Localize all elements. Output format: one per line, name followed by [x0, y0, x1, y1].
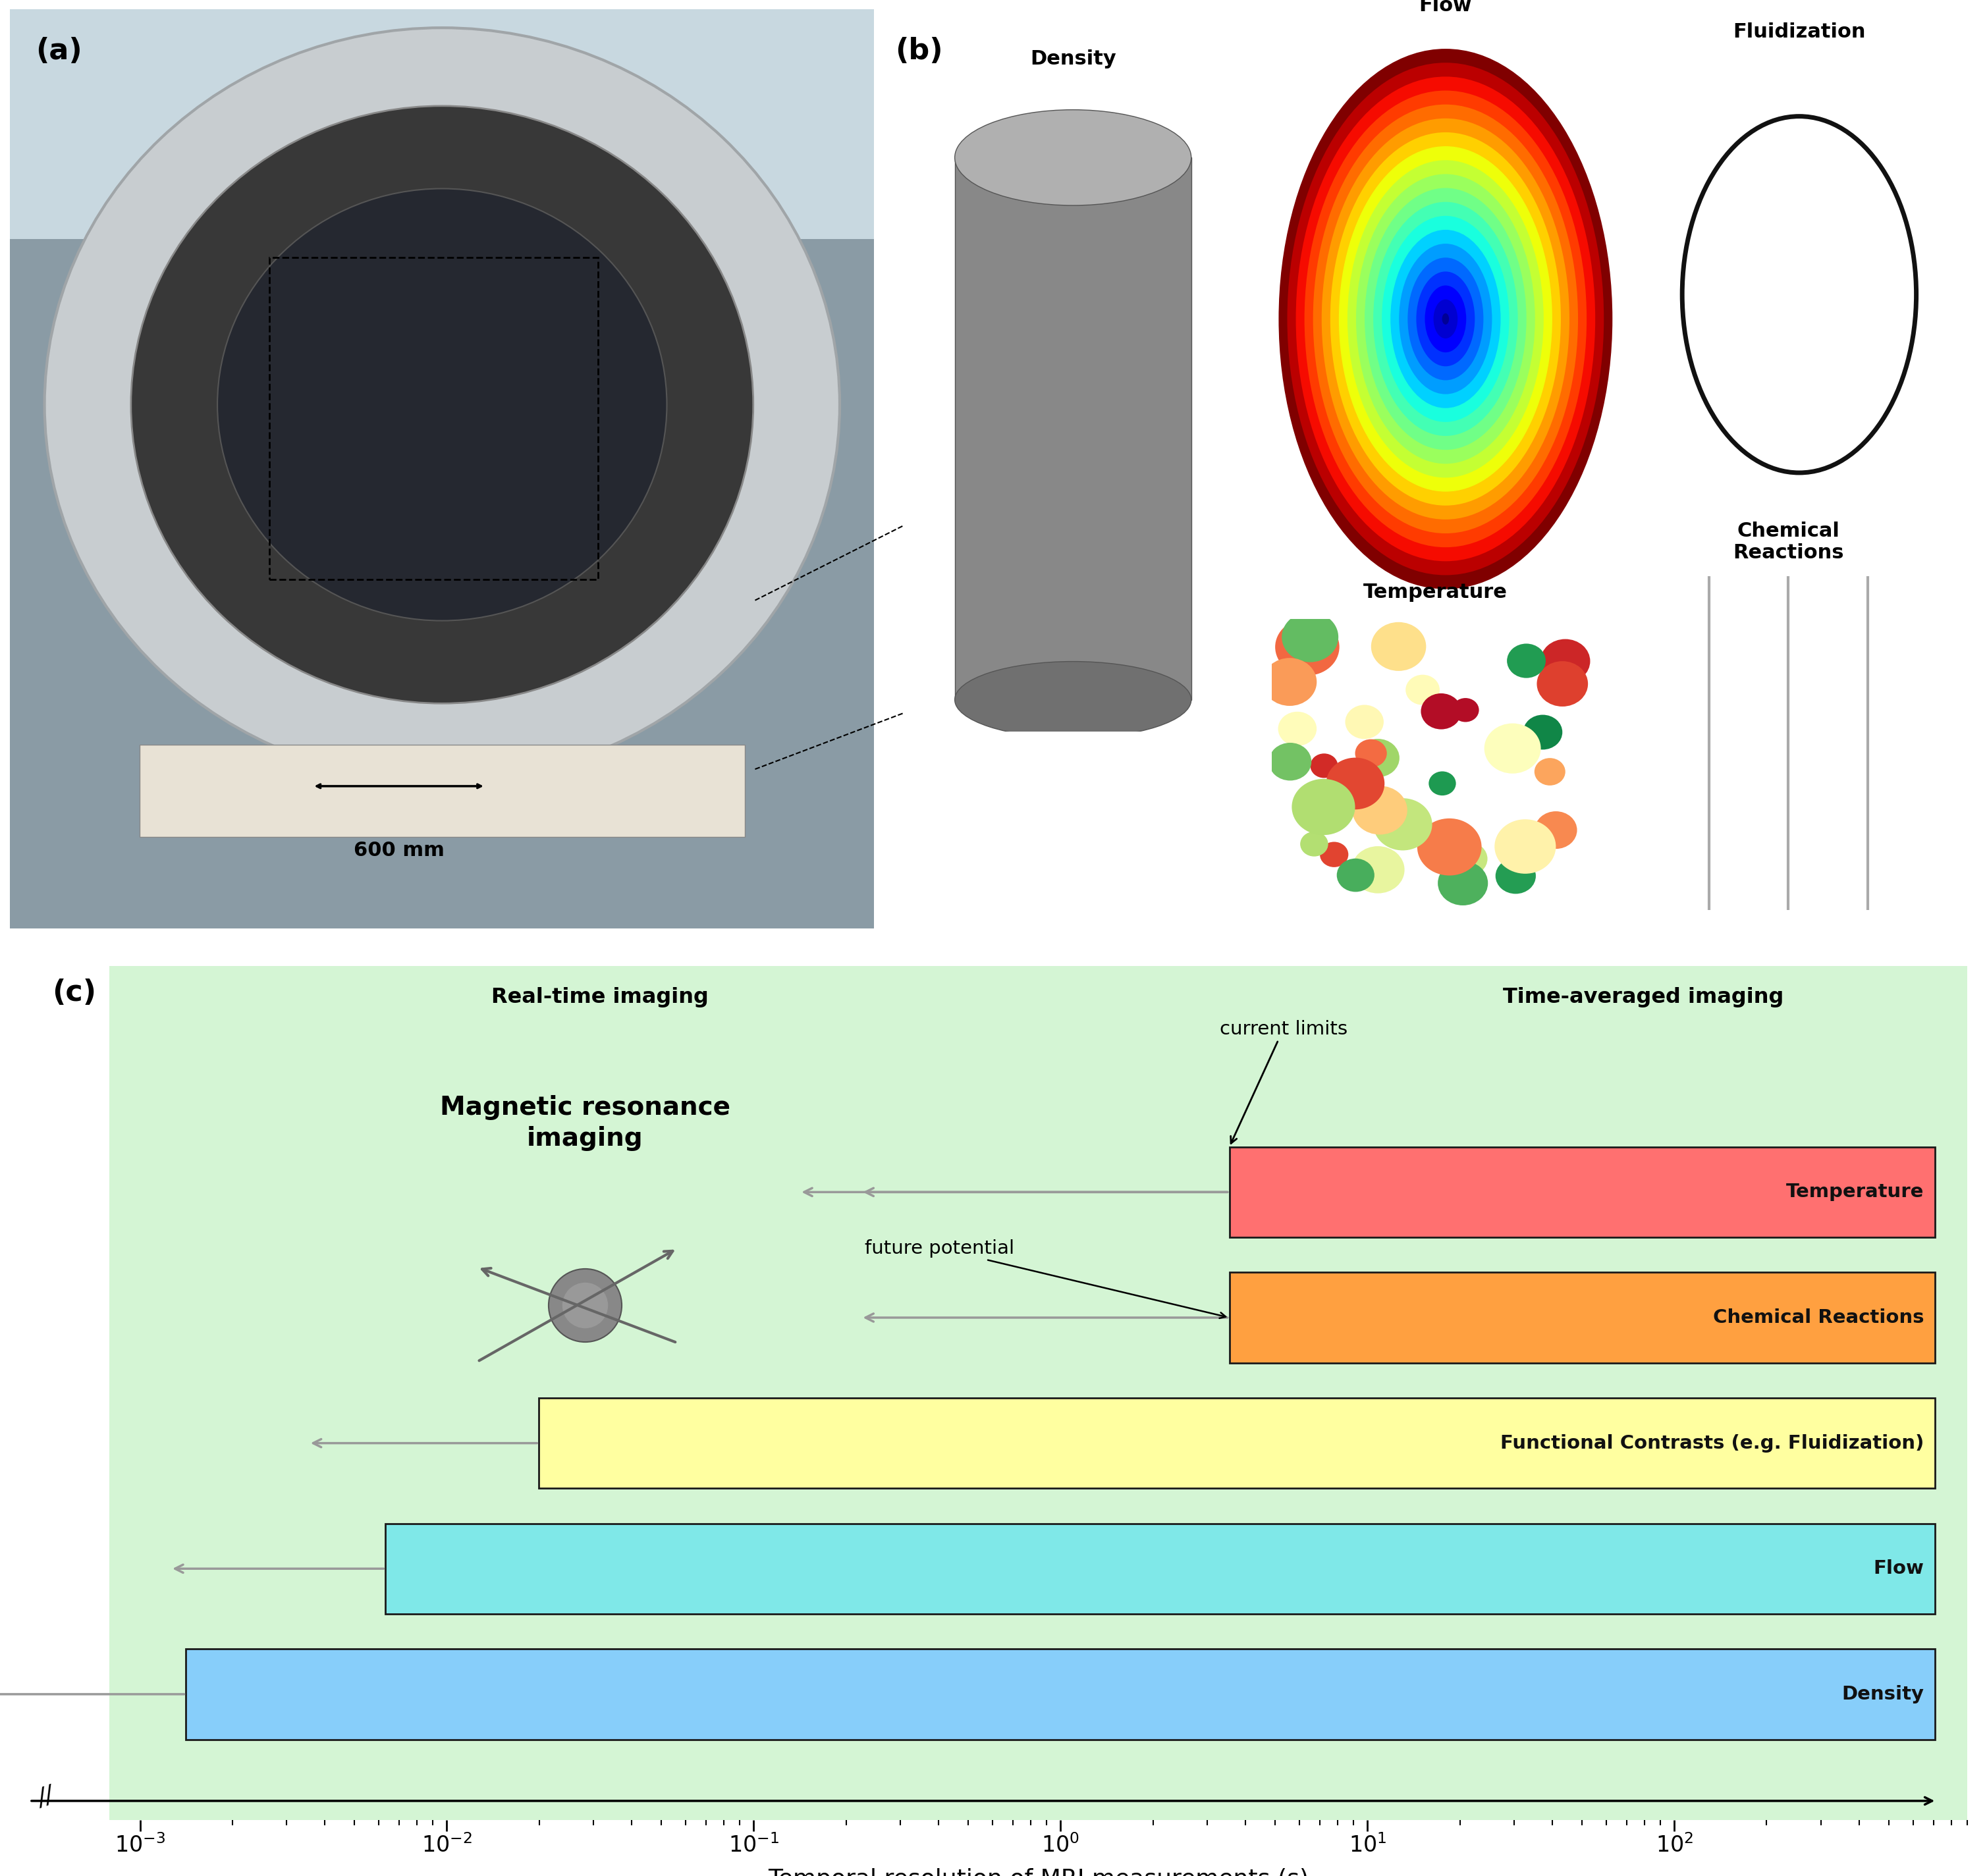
- Circle shape: [1303, 90, 1588, 548]
- Circle shape: [1262, 658, 1317, 705]
- Circle shape: [1321, 118, 1570, 520]
- Circle shape: [1391, 229, 1500, 409]
- Circle shape: [1452, 698, 1478, 722]
- Circle shape: [1292, 779, 1355, 835]
- Circle shape: [1296, 77, 1596, 561]
- Circle shape: [1451, 842, 1488, 876]
- Text: (b): (b): [894, 38, 944, 66]
- Circle shape: [1371, 623, 1427, 672]
- Text: Magnetic resonance
imaging: Magnetic resonance imaging: [439, 1096, 729, 1152]
- Circle shape: [1365, 188, 1526, 450]
- Circle shape: [1417, 272, 1474, 366]
- Circle shape: [1429, 771, 1456, 795]
- Bar: [187, 1649, 1935, 1739]
- Circle shape: [1506, 643, 1546, 677]
- Circle shape: [1270, 743, 1311, 780]
- Circle shape: [1399, 244, 1492, 394]
- Text: Real-time imaging: Real-time imaging: [491, 987, 709, 1007]
- Circle shape: [1534, 810, 1578, 848]
- Circle shape: [1373, 797, 1433, 850]
- Circle shape: [1381, 216, 1510, 422]
- Text: //: //: [34, 1784, 58, 1810]
- Bar: [268, 257, 598, 580]
- Text: Chemical
Reactions: Chemical Reactions: [1733, 522, 1844, 563]
- Circle shape: [1299, 831, 1327, 857]
- Circle shape: [1309, 754, 1337, 779]
- Text: Temperature: Temperature: [1786, 1184, 1923, 1201]
- Text: Chemical Reactions: Chemical Reactions: [1713, 1308, 1923, 1326]
- Text: Temperature: Temperature: [1363, 583, 1508, 602]
- Bar: [956, 158, 1192, 700]
- Circle shape: [1288, 62, 1604, 576]
- Circle shape: [1433, 300, 1458, 338]
- Circle shape: [1355, 174, 1536, 463]
- Circle shape: [1278, 711, 1317, 747]
- Circle shape: [1347, 159, 1544, 478]
- Text: Flow: Flow: [1419, 0, 1472, 15]
- Text: (c): (c): [52, 979, 95, 1007]
- Circle shape: [1325, 758, 1385, 809]
- Text: future potential: future potential: [864, 1240, 1226, 1319]
- Ellipse shape: [956, 662, 1190, 737]
- Text: Density: Density: [1842, 1685, 1923, 1703]
- Circle shape: [1351, 846, 1405, 893]
- Ellipse shape: [217, 189, 668, 621]
- Text: Flow: Flow: [1874, 1559, 1923, 1578]
- X-axis label: Temporal resolution of MRI measurements (s): Temporal resolution of MRI measurements …: [767, 1868, 1309, 1876]
- Ellipse shape: [44, 28, 841, 782]
- Circle shape: [1421, 694, 1460, 730]
- Text: 600 mm: 600 mm: [354, 840, 445, 859]
- Circle shape: [1536, 660, 1588, 707]
- Circle shape: [1540, 640, 1590, 683]
- Circle shape: [1276, 619, 1339, 675]
- Bar: [385, 1523, 1935, 1613]
- Circle shape: [1280, 49, 1613, 589]
- Circle shape: [1496, 857, 1536, 893]
- Bar: [139, 745, 745, 837]
- Text: (a): (a): [36, 38, 83, 66]
- Bar: [10, 9, 874, 240]
- Bar: [538, 1398, 1935, 1488]
- Circle shape: [1373, 203, 1518, 435]
- Ellipse shape: [956, 111, 1190, 206]
- Bar: [1230, 1146, 1935, 1238]
- Circle shape: [1337, 859, 1375, 891]
- Circle shape: [1524, 715, 1562, 750]
- Circle shape: [1329, 133, 1562, 505]
- Circle shape: [1425, 285, 1466, 353]
- Bar: [1230, 1272, 1935, 1362]
- Circle shape: [1345, 705, 1383, 739]
- Circle shape: [1319, 842, 1349, 867]
- Circle shape: [1439, 861, 1488, 906]
- Circle shape: [1357, 739, 1399, 777]
- Circle shape: [1339, 146, 1552, 492]
- Circle shape: [1407, 257, 1484, 381]
- Ellipse shape: [131, 105, 753, 704]
- Text: Time-averaged imaging: Time-averaged imaging: [1504, 987, 1784, 1007]
- Circle shape: [1443, 313, 1449, 325]
- Circle shape: [1417, 818, 1482, 876]
- Circle shape: [1516, 825, 1550, 855]
- Text: Functional Contrasts (e.g. Fluidization): Functional Contrasts (e.g. Fluidization): [1500, 1433, 1923, 1452]
- Circle shape: [1355, 739, 1387, 767]
- Circle shape: [1534, 758, 1566, 786]
- Text: Fluidization: Fluidization: [1733, 23, 1866, 41]
- Circle shape: [1353, 786, 1407, 835]
- Circle shape: [1313, 105, 1578, 533]
- Circle shape: [1282, 612, 1339, 662]
- Text: Density: Density: [1029, 49, 1117, 68]
- Circle shape: [1494, 820, 1556, 874]
- Circle shape: [1484, 724, 1540, 773]
- Text: current limits: current limits: [1220, 1021, 1347, 1142]
- Circle shape: [1405, 675, 1441, 705]
